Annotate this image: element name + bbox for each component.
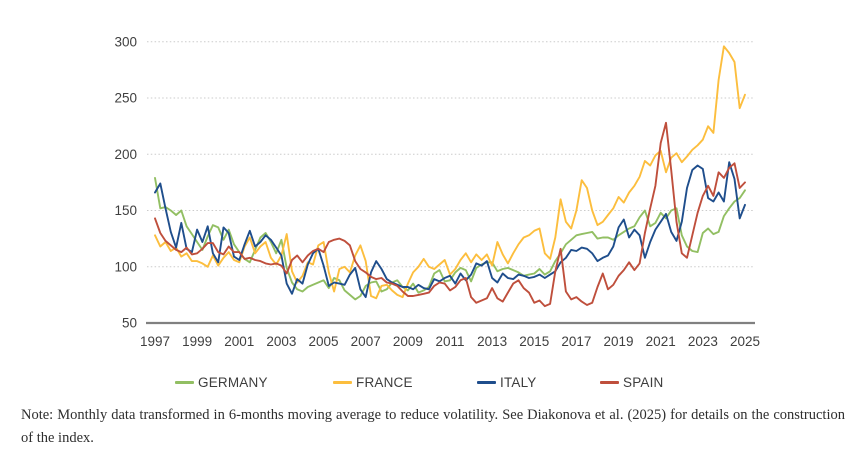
- x-tick-label-2015: 2015: [519, 334, 549, 349]
- figure-note: Note: Monthly data transformed in 6-mont…: [21, 407, 845, 447]
- legend-item-germany: GERMANY: [175, 374, 268, 390]
- x-tick-label-2023: 2023: [688, 334, 718, 349]
- y-tick-label-150: 150: [114, 203, 137, 218]
- series-line-france: [154, 45, 746, 300]
- series-line-germany: [154, 176, 746, 301]
- x-tick-label-2005: 2005: [309, 334, 339, 349]
- y-tick-label-100: 100: [114, 259, 137, 274]
- legend-marker-spain: [600, 380, 619, 384]
- x-tick-label-2025: 2025: [730, 334, 760, 349]
- legend-marker-italy: [477, 380, 496, 384]
- x-tick-label-2007: 2007: [351, 334, 381, 349]
- x-tick-label-2001: 2001: [224, 334, 254, 349]
- y-tick-label-250: 250: [114, 91, 137, 106]
- y-tick-label-50: 50: [122, 316, 137, 331]
- y-tick-label-300: 300: [114, 34, 137, 49]
- x-tick-label-1997: 1997: [140, 334, 170, 349]
- x-tick-label-2009: 2009: [393, 334, 423, 349]
- x-tick-label-2013: 2013: [477, 334, 507, 349]
- legend-label-germany: GERMANY: [198, 374, 268, 390]
- y-tick-label-200: 200: [114, 147, 137, 162]
- chart-legend: GERMANY FRANCE ITALY SPAIN: [0, 374, 867, 392]
- series-line-spain: [154, 121, 746, 308]
- x-tick-label-1999: 1999: [182, 334, 212, 349]
- legend-item-france: FRANCE: [333, 374, 413, 390]
- x-tick-label-2019: 2019: [604, 334, 634, 349]
- x-tick-label-2017: 2017: [561, 334, 591, 349]
- x-tick-label-2003: 2003: [266, 334, 296, 349]
- legend-label-france: FRANCE: [356, 374, 413, 390]
- legend-item-italy: ITALY: [477, 374, 537, 390]
- legend-item-spain: SPAIN: [600, 374, 664, 390]
- chart-canvas: 50 100 150 200 250 300 1997 1999 2001 2003 2005 200…: [114, 34, 760, 349]
- x-tick-label-2011: 2011: [435, 334, 464, 349]
- series-line-italy: [154, 161, 746, 299]
- x-tick-label-2021: 2021: [646, 334, 676, 349]
- legend-label-spain: SPAIN: [623, 374, 664, 390]
- legend-label-italy: ITALY: [500, 374, 537, 390]
- legend-marker-germany: [175, 380, 194, 384]
- legend-marker-france: [333, 380, 352, 384]
- uncertainty-index-chart: 50 100 150 200 250 300 1997 1999 2001 2003 2005 200…: [0, 34, 867, 392]
